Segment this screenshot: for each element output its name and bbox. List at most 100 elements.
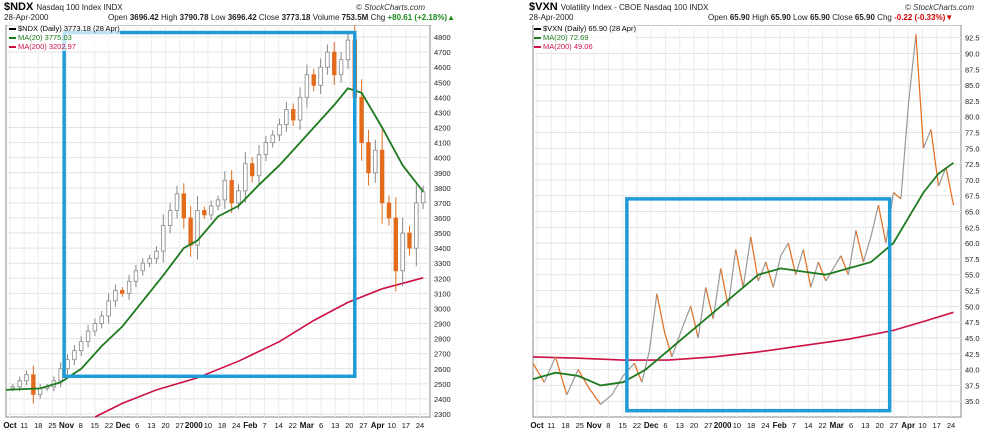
price-segment (802, 249, 812, 288)
x-tick-label: 24 (947, 421, 955, 430)
x-tick-label: 25 (48, 421, 56, 430)
highlight-box (62, 30, 357, 379)
candle (79, 341, 84, 352)
x-tick-label: 10 (204, 421, 212, 430)
x-tick-label: 6 (319, 421, 323, 430)
vxn-exchange: INDX (689, 3, 709, 12)
candle (359, 96, 364, 144)
x-tick-label: 15 (91, 421, 99, 430)
y-tick-label: 3100 (434, 289, 451, 298)
legend-entry: MA(200) 49.06 (534, 42, 636, 51)
price-segment (622, 362, 635, 377)
ndx-title: $NDX Nasdaq 100 Index INDX (4, 1, 123, 13)
candle (17, 380, 22, 388)
y-tick-label: 4200 (434, 124, 451, 133)
ndx-credit: © StockCharts.com (356, 3, 426, 12)
vxn-plot: 35.0 37.5 40.0 42.5 45.0 47.5 50.0 52.5 55.0 57.5… (530, 25, 980, 430)
x-tick-label: 15 (618, 421, 626, 430)
price-segment (543, 356, 557, 383)
y-tick-label: 80.0 (965, 113, 980, 122)
x-tick-label: 17 (933, 421, 941, 430)
x-tick-label: 20 (875, 421, 883, 430)
x-tick-label: 27 (175, 421, 183, 430)
y-tick-label: 35.0 (965, 397, 980, 406)
y-tick-label: 45.0 (965, 334, 980, 343)
legend-entry: $VXN (Daily) 65.90 (28 Apr) (534, 24, 636, 33)
x-tick-label: 22 (289, 421, 297, 430)
y-tick-label: 4600 (434, 63, 451, 72)
x-tick-label: Nov (587, 421, 603, 430)
candle (106, 300, 111, 317)
y-tick-label: 2400 (434, 395, 451, 404)
x-tick-label: 27 (890, 421, 898, 430)
x-tick-label: 6 (849, 421, 853, 430)
candle (311, 74, 316, 86)
x-tick-label: 14 (274, 421, 282, 430)
y-tick-label: 4400 (434, 93, 451, 102)
ndx-name: Nasdaq 100 Index (36, 3, 102, 12)
price-segment (641, 350, 650, 383)
candle (393, 217, 399, 272)
price-segment (840, 255, 849, 275)
price-segment (727, 249, 737, 307)
y-tick-label: 85.0 (965, 81, 980, 90)
y-tick-label: 37.5 (965, 381, 980, 390)
x-tick-label: Dec (644, 421, 659, 430)
x-tick-label: 24 (416, 421, 424, 430)
price-segment (870, 205, 879, 237)
ndx-chart-panel: $NDX Nasdaq 100 Index INDX 28-Apr-2000 Op… (0, 0, 458, 435)
y-tick-label: 3800 (434, 184, 451, 193)
y-tick-label: 4700 (434, 48, 451, 57)
price-segment (907, 34, 917, 105)
x-tick-label: 7 (262, 421, 266, 430)
vxn-credit: © StockCharts.com (905, 3, 975, 12)
y-tick-label: 3600 (434, 214, 451, 223)
x-tick-label: 22 (633, 421, 641, 430)
price-segment (566, 369, 579, 396)
ndx-symbol: $NDX (4, 1, 34, 13)
x-tick-label: Mar (830, 421, 844, 430)
price-segment (697, 287, 707, 339)
price-segment (588, 388, 602, 405)
price-segment (765, 261, 774, 288)
candle (420, 191, 426, 204)
vxn-date: 28-Apr-2000 (529, 13, 574, 22)
x-tick-label: 6 (663, 421, 667, 430)
y-tick-label: 2800 (434, 335, 451, 344)
y-tick-label: 3000 (434, 304, 451, 313)
x-tick-label: 14 (804, 421, 812, 430)
y-tick-label: 2600 (434, 365, 451, 374)
candle (188, 217, 193, 246)
candle (92, 323, 98, 332)
vxn-name: Volatility Index - CBOE Nasdaq 100 (560, 3, 688, 12)
price-segment (930, 129, 940, 187)
candle (161, 225, 166, 252)
price-segment (862, 236, 872, 263)
candle (202, 210, 207, 216)
vxn-quote-line: Open 65.90 High 65.90 Low 65.90 Close 65… (708, 13, 954, 22)
plot-frame (5, 25, 431, 418)
y-tick-label: 67.5 (965, 192, 980, 201)
ma200-line (532, 311, 954, 361)
plot-frame (532, 25, 962, 418)
x-tick-label: Feb (773, 421, 787, 430)
y-tick-label: 42.5 (965, 350, 980, 359)
legend-entry: $NDX (Daily) 3773.18 (28 Apr) (9, 24, 120, 33)
y-tick-label: 87.5 (965, 65, 980, 74)
x-tick-label: Oct (3, 421, 17, 430)
x-tick-label: 7 (792, 421, 796, 430)
price-segment (600, 394, 613, 405)
x-tick-label: 2000 (714, 421, 732, 430)
candle (208, 205, 214, 216)
candle (236, 190, 241, 204)
x-tick-label: 13 (861, 421, 869, 430)
x-tick-label: 17 (402, 421, 410, 430)
x-tick-label: 11 (20, 421, 28, 430)
y-tick-label: 65.0 (965, 208, 980, 217)
y-tick-label: 75.0 (965, 144, 980, 153)
price-segment (945, 167, 955, 206)
candle (31, 374, 36, 395)
candle (140, 262, 145, 272)
y-tick-label: 62.5 (965, 223, 980, 232)
x-tick-label: 13 (147, 421, 155, 430)
